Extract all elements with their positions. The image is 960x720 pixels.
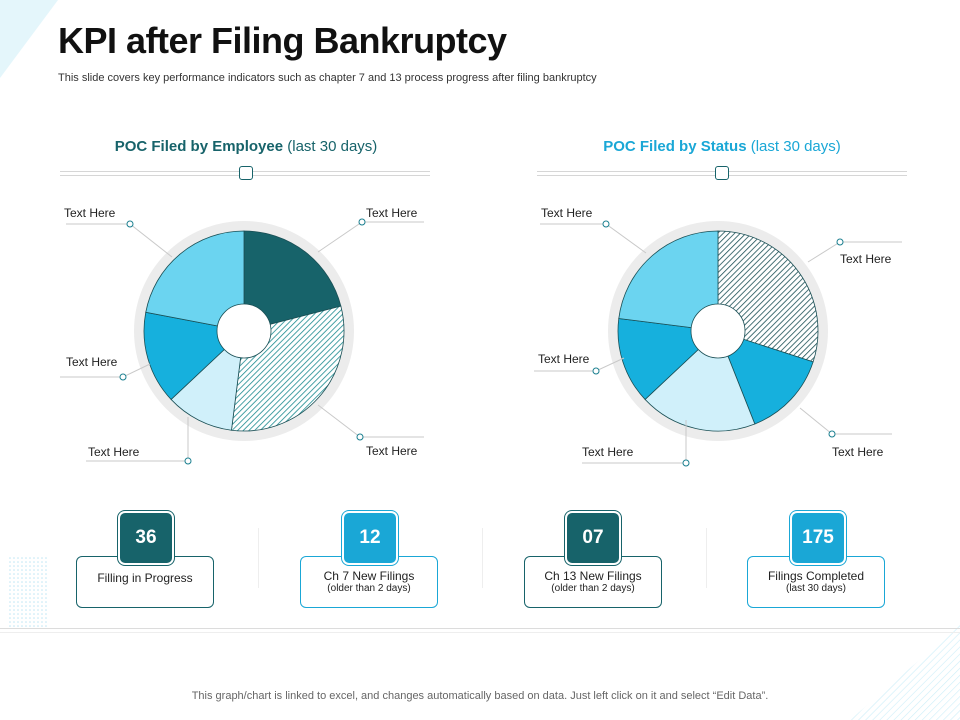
pie-slice xyxy=(145,230,245,332)
pie-charts: Text Here Text Here Text Here Text Here Text… xyxy=(60,206,902,467)
callout-dot xyxy=(828,430,836,438)
kpi-sublabel: (older than 2 days) xyxy=(551,583,635,594)
chart-title-status-bold: POC Filed by Status xyxy=(603,138,747,155)
kpi-card-ch13-new-filings: Ch 13 New Filings (older than 2 days) xyxy=(524,556,662,608)
pie-label: Text Here xyxy=(541,206,593,220)
callout-dot xyxy=(119,373,127,381)
kpi-card-ch7-new-filings: Ch 7 New Filings (older than 2 days) xyxy=(300,556,438,608)
pie-slice xyxy=(170,329,245,431)
kpi-card-filling-in-progress: Filling in Progress xyxy=(76,556,214,608)
callout-leader-line xyxy=(317,221,424,253)
page-subtitle: This slide covers key performance indica… xyxy=(58,72,597,84)
callout-leader-line xyxy=(540,223,647,254)
corner-decoration-bottom-right xyxy=(850,625,960,720)
pie-label: Text Here xyxy=(366,206,418,220)
pie-label: Text Here xyxy=(832,445,884,459)
pie-label: Text Here xyxy=(538,352,590,366)
kpi-sublabel: (older than 2 days) xyxy=(327,583,411,594)
chart-title-status-rest: (last 30 days) xyxy=(750,138,841,155)
pie-callout: Text Here xyxy=(807,238,902,266)
kpi-card-filings-completed: Filings Completed (last 30 days) xyxy=(747,556,885,608)
pie-slice xyxy=(717,330,814,425)
pie-callout: Text Here xyxy=(64,206,173,258)
page-title: KPI after Filing Bankruptcy xyxy=(58,20,507,61)
callout-dot xyxy=(836,238,844,246)
kpi-divider xyxy=(706,528,707,588)
pie-label: Text Here xyxy=(366,444,418,458)
pie-callout: Text Here xyxy=(582,420,690,467)
pie-label: Text Here xyxy=(582,445,634,459)
pie-label: Text Here xyxy=(840,252,892,266)
callout-dot xyxy=(358,218,366,226)
callout-dot xyxy=(682,459,690,467)
pie-chart-employee xyxy=(134,221,354,441)
callout-leader-line xyxy=(799,407,892,435)
kpi-value-badge: 12 xyxy=(344,513,396,563)
kpi-label: Ch 7 New Filings xyxy=(323,569,415,583)
kpi-value-badge: 07 xyxy=(567,513,619,563)
pie-callout: Text Here xyxy=(60,355,151,381)
kpi-label: Ch 13 New Filings xyxy=(544,569,642,583)
footer-note: This graph/chart is linked to excel, and… xyxy=(191,690,769,702)
dot-grid-decoration xyxy=(8,556,48,628)
pie-label: Text Here xyxy=(66,355,118,369)
pie-callout: Text Here xyxy=(540,206,647,254)
kpi-divider xyxy=(258,528,259,588)
kpi-divider xyxy=(482,528,483,588)
chart-title-employee-bold: POC Filed by Employee xyxy=(114,138,284,155)
callout-dot xyxy=(602,220,610,228)
kpi-label: Filling in Progress xyxy=(97,571,193,585)
chart-title-knob-status xyxy=(715,166,729,180)
pie-callout: Text Here xyxy=(86,417,192,465)
kpi-label: Filings Completed xyxy=(767,569,865,583)
kpi-value-badge: 36 xyxy=(120,513,172,563)
pie-slice xyxy=(243,230,342,332)
callout-dot xyxy=(592,367,600,375)
pie-chart-status xyxy=(608,221,828,441)
corner-decoration-top-left xyxy=(0,0,58,78)
pie-center-hole xyxy=(690,303,746,359)
callout-dot xyxy=(356,433,364,441)
pie-label: Text Here xyxy=(64,206,116,220)
pie-callout: Text Here xyxy=(799,407,892,459)
pie-callout: Text Here xyxy=(317,404,424,458)
chart-title-status: POC Filed by Status (last 30 days) xyxy=(532,138,912,155)
pie-callout: Text Here xyxy=(317,206,424,253)
callout-dot xyxy=(126,220,134,228)
kpi-value-badge: 175 xyxy=(792,513,844,563)
pie-slice xyxy=(618,230,719,332)
pie-callout: Text Here xyxy=(534,352,625,375)
kpi-sublabel: (last 30 days) xyxy=(785,583,847,594)
chart-title-employee-rest: (last 30 days) xyxy=(287,138,378,155)
pie-label: Text Here xyxy=(88,445,140,459)
callout-leader-line xyxy=(317,404,424,438)
bottom-divider xyxy=(0,628,960,633)
chart-title-knob-employee xyxy=(239,166,253,180)
chart-title-employee: POC Filed by Employee (last 30 days) xyxy=(56,138,436,155)
pie-center-hole xyxy=(216,303,272,359)
callout-leader-line xyxy=(66,223,173,258)
callout-dot xyxy=(184,457,192,465)
